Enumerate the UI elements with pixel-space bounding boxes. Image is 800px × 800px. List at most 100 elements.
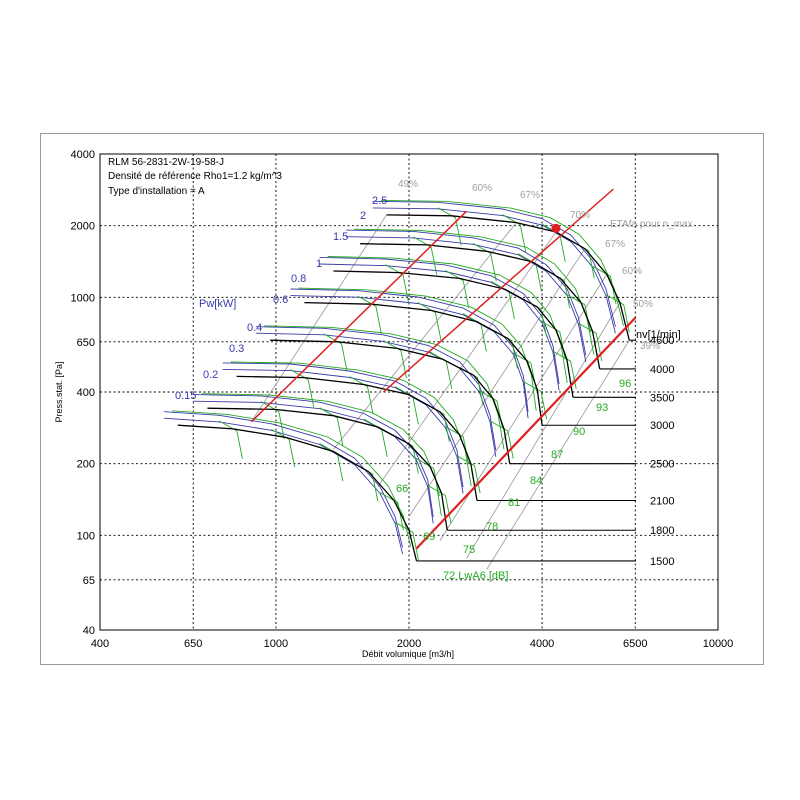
- x-tick-6500: 6500: [623, 638, 647, 650]
- power-label-0: 2.5: [372, 195, 387, 207]
- noise-curve-1-5: [566, 294, 591, 333]
- y-tick-40: 40: [83, 625, 95, 637]
- noise-curve-6-5: [415, 457, 440, 497]
- noise-curve-6-1: [260, 401, 285, 440]
- max-efficiency-marker: [551, 223, 561, 233]
- noise-curve-2-6: [552, 350, 577, 389]
- speed-curve-3500: [333, 270, 574, 398]
- curve-labels: 4600 4000 3500 3000 2500 2100 1800 1500 Pw[kW] nv…: [175, 179, 693, 582]
- max-efficiency-point: [551, 223, 561, 233]
- speed-curves: [177, 214, 636, 562]
- noise-curve-7-2: [271, 429, 296, 468]
- power-curve-5-0: [222, 368, 464, 494]
- efficiency-ray-6: [486, 339, 630, 570]
- power-label-1: 2: [360, 210, 366, 222]
- speed-label-2500: 2500: [650, 459, 674, 471]
- efficiency-label-3: 70%: [570, 210, 590, 221]
- efficiency-label-4: 67%: [605, 239, 625, 250]
- power-axis-label: Pw[kW]: [199, 298, 236, 310]
- noise-curve-7-5: [379, 492, 404, 531]
- noise-curve-3-6: [523, 381, 548, 420]
- efficiency-ray-1: [333, 222, 517, 450]
- noise-label-3: 87: [551, 449, 563, 461]
- x-tick-4000: 4000: [530, 638, 554, 650]
- noise-curve-6-2: [319, 407, 344, 446]
- x-tick-650: 650: [184, 638, 202, 650]
- x-tick-labels: 400 650 1000 2000 4000 6500 10000: [91, 638, 733, 650]
- y-axis-title: Press.stat. [Pa]: [54, 361, 64, 422]
- speed-curve-4000: [360, 243, 601, 370]
- power-curve-7-1: [163, 411, 404, 548]
- speed-curve-1500: [177, 424, 418, 562]
- system-line-1: [250, 210, 468, 423]
- noise-curve-3-1: [357, 295, 382, 335]
- x-tick-10000: 10000: [703, 638, 734, 650]
- noise-label-0: 96: [619, 378, 631, 390]
- noise-curve-2-2: [445, 270, 470, 309]
- efficiency-label-1: 60%: [472, 183, 492, 194]
- noise-curve-2-1: [384, 264, 409, 303]
- speed-curve-1800: [207, 407, 448, 531]
- power-label-9: 0.15: [175, 390, 196, 402]
- power-label-6: 0.4: [247, 322, 262, 334]
- efficiency-ray-3: [408, 248, 586, 517]
- power-curve-2-1: [319, 256, 560, 384]
- header-line-2: Densité de référence Rho1=1.2 kg/m^3: [108, 171, 282, 182]
- power-curve-1-1: [346, 229, 587, 356]
- noise-curve-0-2: [502, 214, 527, 253]
- efficiency-label-6: 50%: [633, 299, 653, 310]
- noise-label-4: 84: [530, 475, 542, 487]
- power-label-3: 1: [316, 258, 322, 270]
- noise-curve-7-6: [394, 521, 419, 561]
- efficiency-label-7: 39%: [640, 341, 660, 352]
- y-tick-65: 65: [83, 575, 95, 587]
- power-curve-6-1: [193, 394, 434, 517]
- noise-curve-1-2: [472, 243, 497, 282]
- efficiency-label-0: 49%: [398, 179, 418, 190]
- noise-curve-5-1: [290, 369, 315, 408]
- speed-curve-2100: [236, 375, 478, 501]
- power-curve-5-1: [222, 362, 464, 488]
- y-tick-4000: 4000: [71, 149, 95, 161]
- x-tick-1000: 1000: [264, 638, 288, 650]
- power-curve-0-0: [372, 207, 616, 334]
- y-tick-labels: 40 65 100 200 400 650 1000 2000 4000: [71, 149, 95, 637]
- x-tick-2000: 2000: [397, 638, 421, 650]
- noise-curve-0-5: [592, 265, 617, 305]
- noise-label-10: 66: [396, 483, 408, 495]
- header-line-1: RLM 56-2831-2W-19-58-J: [108, 157, 224, 168]
- efficiency-ray-5: [466, 302, 621, 559]
- power-label-2: 1.5: [333, 231, 348, 243]
- noise-label-1: 93: [596, 402, 608, 414]
- noise-curve-3-2: [417, 302, 442, 341]
- speed-curve-2500: [270, 339, 511, 464]
- x-tick-400: 400: [91, 638, 109, 650]
- noise-label-6: 78: [486, 521, 498, 533]
- y-tick-1000: 1000: [71, 292, 95, 304]
- y-tick-400: 400: [77, 387, 95, 399]
- y-tick-650: 650: [77, 337, 95, 349]
- x-axis-title: Débit volumique [m3/h]: [362, 649, 454, 659]
- noise-band-7: [171, 410, 412, 547]
- speed-label-2100: 2100: [650, 496, 674, 508]
- noise-label-7: 75: [463, 544, 475, 556]
- power-label-4: 0.8: [291, 273, 306, 285]
- speed-label-1500: 1500: [650, 556, 674, 568]
- speed-label-3000: 3000: [650, 420, 674, 432]
- efficiency-ray-0: [251, 214, 387, 422]
- y-tick-200: 200: [77, 459, 95, 471]
- noise-band-0: [380, 199, 624, 326]
- noise-label-5: 81: [508, 497, 520, 509]
- speed-axis-label: nv[1/min]: [636, 329, 681, 341]
- noise-curve-1-1: [413, 236, 438, 275]
- noise-curve-4-1: [323, 333, 348, 372]
- header-line-3: Type d'installation = A: [108, 186, 205, 197]
- speed-label-3500: 3500: [650, 392, 674, 404]
- speed-label-4600: 4600: [650, 335, 674, 347]
- noise-curve-0-1: [437, 207, 462, 246]
- efficiency-max-label: ETAfa pour n_max: [610, 219, 693, 230]
- noise-curve-7-1: [218, 420, 243, 459]
- noise-curve-0-6: [605, 294, 630, 333]
- noise-curve-5-2: [349, 376, 374, 415]
